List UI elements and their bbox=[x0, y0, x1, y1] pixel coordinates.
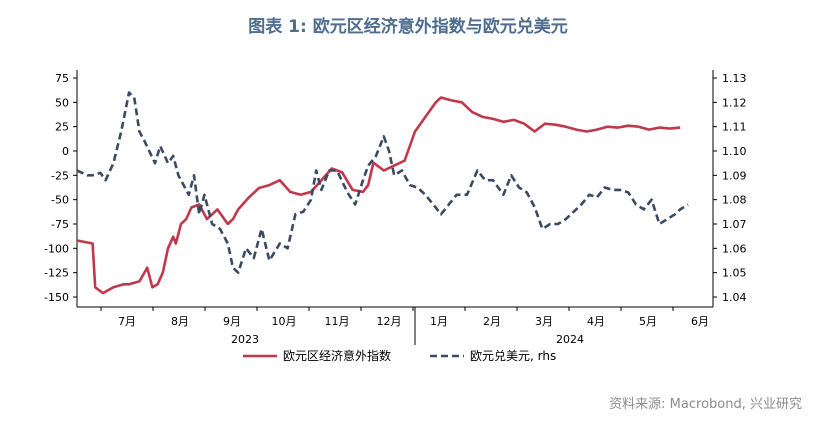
x-tick-label: 8月 bbox=[171, 315, 189, 328]
x-tick-label: 1月 bbox=[430, 315, 448, 328]
left-tick-label: 75 bbox=[55, 72, 69, 85]
left-tick-label: -75 bbox=[51, 218, 69, 231]
left-tick-label: -150 bbox=[44, 291, 69, 304]
x-tick-label: 3月 bbox=[535, 315, 553, 328]
x-tick-label: 7月 bbox=[118, 315, 136, 328]
right-tick-label: 1.11 bbox=[722, 121, 747, 134]
right-tick-label: 1.05 bbox=[722, 267, 747, 280]
x-tick-label: 5月 bbox=[639, 315, 657, 328]
legend-label-0: 欧元区经济意外指数 bbox=[283, 348, 391, 363]
x-tick-label: 10月 bbox=[272, 315, 297, 328]
right-tick-label: 1.07 bbox=[722, 218, 747, 231]
right-tick-label: 1.13 bbox=[722, 72, 747, 85]
legend: 欧元区经济意外指数 欧元兑美元, rhs bbox=[243, 348, 556, 363]
x-tick-label: 2月 bbox=[483, 315, 501, 328]
series-line-surprise-index bbox=[76, 96, 681, 295]
left-tick-label: -125 bbox=[44, 267, 69, 280]
left-tick-label: 0 bbox=[62, 145, 69, 158]
x-tick-label: 9月 bbox=[223, 315, 241, 328]
left-tick-label: -100 bbox=[44, 242, 69, 255]
legend-label-1: 欧元兑美元, rhs bbox=[470, 349, 556, 363]
x-tick-label: 6月 bbox=[691, 315, 709, 328]
left-tick-label: 50 bbox=[55, 96, 69, 109]
left-tick-label: -50 bbox=[51, 194, 69, 207]
x-tick-label: 4月 bbox=[587, 315, 605, 328]
right-tick-label: 1.04 bbox=[722, 291, 747, 304]
x-tick-label: 12月 bbox=[377, 315, 402, 328]
series-group bbox=[76, 91, 689, 295]
left-tick-label: 25 bbox=[55, 121, 69, 134]
right-tick-label: 1.08 bbox=[722, 194, 747, 207]
axes-group: 75 50 25 0 -25 -50 -75 -100 -125 -150 1.13 1.12 1.11… bbox=[44, 70, 747, 346]
right-tick-label: 1.12 bbox=[722, 96, 747, 109]
x-tick-label: 11月 bbox=[325, 315, 350, 328]
right-tick-label: 1.10 bbox=[722, 145, 747, 158]
left-tick-label: -25 bbox=[51, 169, 69, 182]
series-line-eurusd bbox=[76, 91, 689, 275]
right-tick-label: 1.06 bbox=[722, 242, 747, 255]
chart-title: 图表 1: 欧元区经济意外指数与欧元兑美元 bbox=[248, 17, 568, 37]
year-label-2024: 2024 bbox=[556, 333, 584, 346]
source-note: 资料来源: Macrobond, 兴业研究 bbox=[609, 397, 802, 412]
year-label-2023: 2023 bbox=[231, 333, 259, 346]
right-tick-label: 1.09 bbox=[722, 169, 747, 182]
